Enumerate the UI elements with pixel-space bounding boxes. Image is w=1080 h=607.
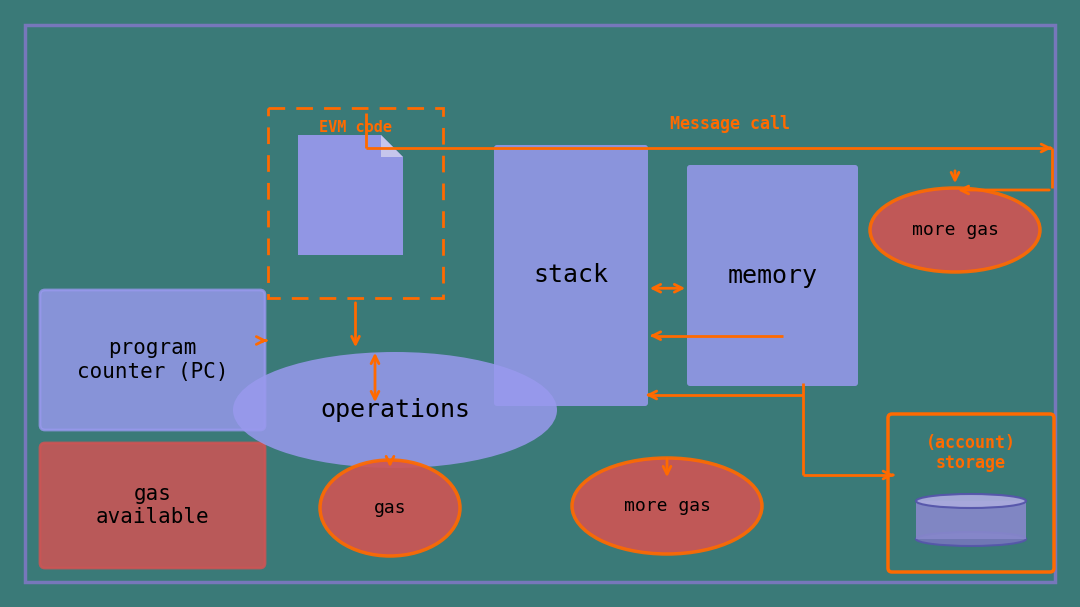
Polygon shape: [298, 135, 403, 255]
Text: gas: gas: [374, 499, 406, 517]
Text: gas
available: gas available: [96, 484, 210, 527]
Ellipse shape: [870, 188, 1040, 272]
Text: EVM code: EVM code: [319, 121, 392, 135]
FancyBboxPatch shape: [40, 443, 265, 568]
FancyBboxPatch shape: [687, 165, 858, 386]
Ellipse shape: [320, 460, 460, 556]
FancyBboxPatch shape: [494, 145, 648, 406]
Text: operations: operations: [320, 398, 470, 422]
Ellipse shape: [916, 532, 1026, 546]
Polygon shape: [381, 135, 403, 157]
Text: more gas: more gas: [912, 221, 999, 239]
Text: memory: memory: [728, 263, 818, 288]
FancyBboxPatch shape: [916, 501, 1026, 539]
Ellipse shape: [233, 352, 557, 468]
Ellipse shape: [572, 458, 762, 554]
Ellipse shape: [916, 494, 1026, 508]
Text: (account)
storage: (account) storage: [926, 433, 1016, 472]
Text: program
counter (PC): program counter (PC): [77, 338, 228, 382]
Text: stack: stack: [534, 263, 608, 288]
Bar: [268, 108, 443, 298]
FancyBboxPatch shape: [888, 414, 1054, 572]
FancyBboxPatch shape: [40, 290, 265, 430]
Text: Message call: Message call: [670, 115, 789, 133]
Text: more gas: more gas: [623, 497, 711, 515]
